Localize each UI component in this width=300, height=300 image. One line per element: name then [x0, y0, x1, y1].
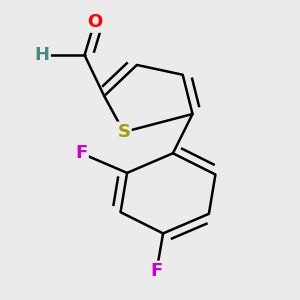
Text: S: S	[117, 123, 130, 141]
Text: H: H	[34, 46, 50, 64]
Text: F: F	[150, 262, 163, 280]
Text: F: F	[75, 144, 87, 162]
Text: O: O	[87, 14, 102, 32]
